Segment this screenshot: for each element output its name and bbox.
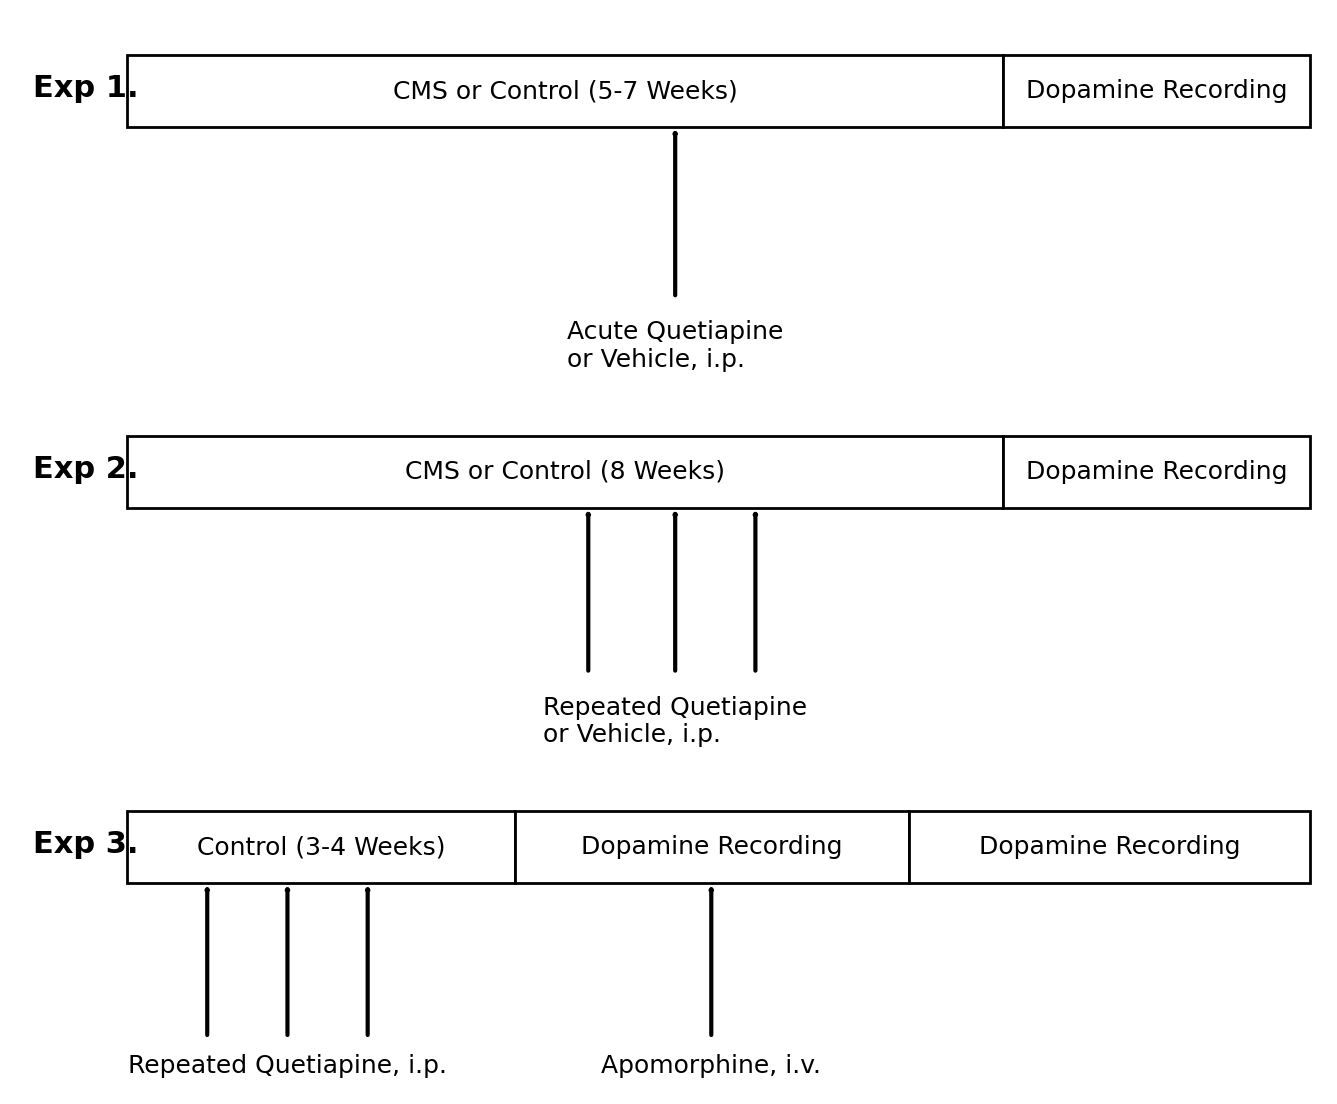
Bar [127, 811, 515, 883]
Text: Apomorphine, i.v.: Apomorphine, i.v. [602, 1054, 821, 1079]
Text: Control (3-4 Weeks): Control (3-4 Weeks) [197, 836, 445, 859]
Text: Exp 3.: Exp 3. [33, 830, 139, 859]
Bar [127, 436, 1003, 508]
Text: Acute Quetiapine
or Vehicle, i.p.: Acute Quetiapine or Vehicle, i.p. [567, 320, 783, 372]
Bar [127, 55, 1003, 127]
Bar [515, 811, 909, 883]
Bar [1003, 55, 1310, 127]
Text: CMS or Control (5-7 Weeks): CMS or Control (5-7 Weeks) [393, 79, 737, 103]
Text: Repeated Quetiapine, i.p.: Repeated Quetiapine, i.p. [128, 1054, 447, 1079]
Text: CMS or Control (8 Weeks): CMS or Control (8 Weeks) [405, 460, 725, 484]
Text: Repeated Quetiapine
or Vehicle, i.p.: Repeated Quetiapine or Vehicle, i.p. [543, 696, 808, 747]
Text: Exp 2.: Exp 2. [33, 455, 139, 484]
Text: Exp 1.: Exp 1. [33, 74, 139, 103]
Text: Dopamine Recording: Dopamine Recording [1025, 460, 1288, 484]
Bar [909, 811, 1310, 883]
Text: Dopamine Recording: Dopamine Recording [582, 836, 842, 859]
Text: Dopamine Recording: Dopamine Recording [979, 836, 1241, 859]
Bar [1003, 436, 1310, 508]
Text: Dopamine Recording: Dopamine Recording [1025, 79, 1288, 103]
